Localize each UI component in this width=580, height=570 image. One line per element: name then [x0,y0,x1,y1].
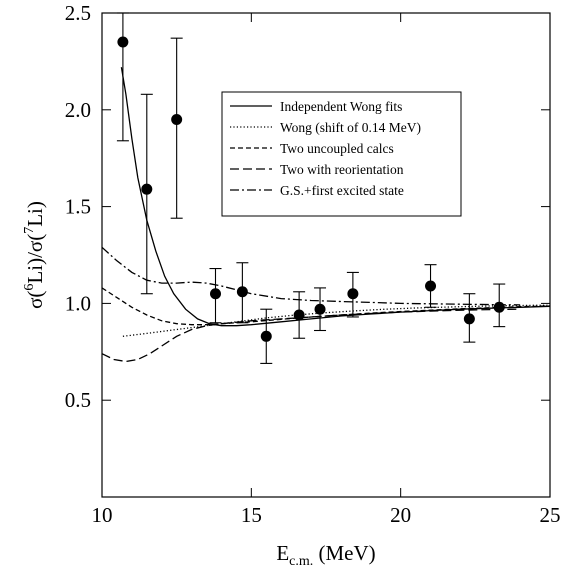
data-point [141,183,153,195]
y-tick-label: 1.0 [65,291,91,315]
legend-items: Independent Wong fits Wong (shift of 0.14… [230,99,421,198]
data-point [117,36,129,48]
x-axis-title-sub: c.m. [289,554,313,569]
series-line [101,287,551,326]
y-tick-label: 1.5 [65,195,91,219]
data-point [236,286,248,298]
data-point [425,280,437,292]
x-tick-label: 25 [540,503,561,527]
legend-label: Two with reorientation [280,162,404,177]
x-axis-title-tail: (MeV) [313,541,375,565]
data-point [463,313,475,325]
y-tick-label: 2.0 [65,98,91,122]
y-axis-title-p3: Li) [23,201,47,227]
x-tick-label: 15 [241,503,262,527]
y-axis-title: σ(6Li)/σ(7Li) [22,201,47,309]
data-point [260,330,272,342]
plot-frame [101,12,551,498]
data-points [116,12,506,364]
x-tick-label: 10 [92,503,113,527]
legend-label: Independent Wong fits [280,99,402,114]
y-tick-label: 0.5 [65,388,91,412]
y-axis-title-p1: σ( [23,291,47,309]
y-axis-title-sup1: 6 [22,284,37,291]
data-point [347,288,359,300]
axis-ticks [101,12,551,497]
legend: Independent Wong fits Wong (shift of 0.14… [221,91,462,217]
x-tick-label: 20 [390,503,411,527]
tick-labels: 10 15 20 25 0.5 1.0 1.5 2.0 2.5 [65,1,561,527]
y-axis-title-sup2: 7 [22,227,37,234]
legend-box [221,91,462,217]
data-point [209,288,221,300]
x-axis-title-main: E [276,541,289,565]
data-point [314,303,326,315]
legend-label: Two uncoupled calcs [280,141,394,156]
data-point [293,309,305,321]
x-axis-title: Ec.m. (MeV) [276,541,375,569]
data-point [493,301,505,313]
legend-label: Wong (shift of 0.14 MeV) [280,120,421,135]
legend-label: G.S.+first excited state [280,183,404,198]
y-axis-title-p2: Li)/σ( [23,234,47,284]
data-point [171,113,183,125]
y-tick-label: 2.5 [65,1,91,25]
